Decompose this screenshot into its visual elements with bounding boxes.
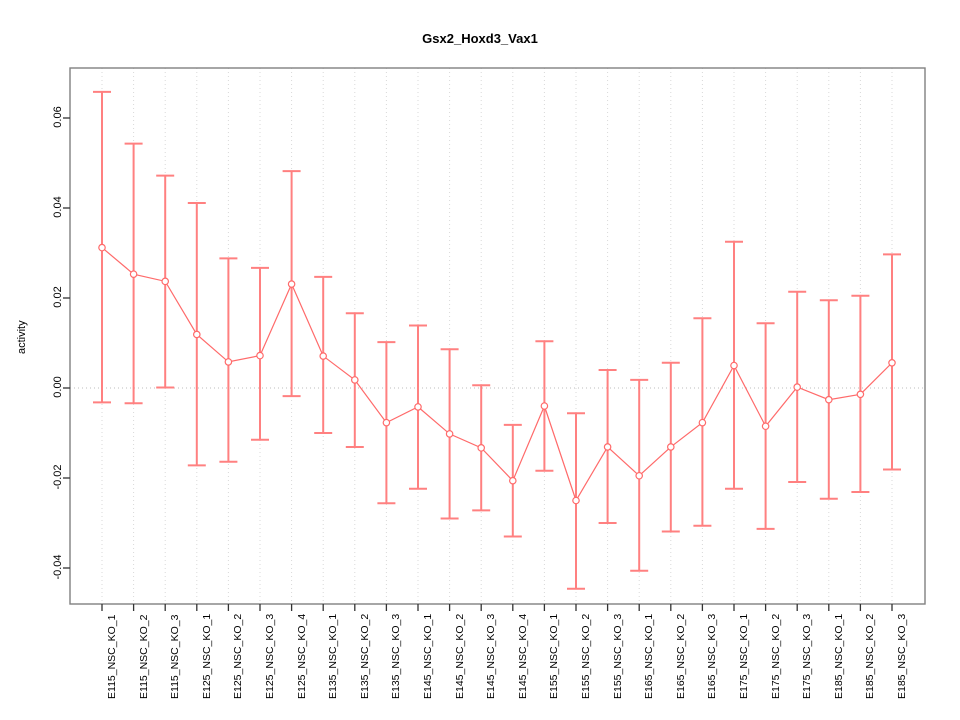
x-tick-label: E165_NSC_KO_1 [643,613,656,699]
data-points [98,243,896,505]
x-tick-label: E115_NSC_KO_3 [169,614,182,699]
x-tick-label: E185_NSC_KO_3 [896,613,908,699]
data-point [698,418,707,427]
x-tick-label: E135_NSC_KO_2 [358,613,371,699]
x-tick-label: E185_NSC_KO_1 [832,613,845,699]
data-point [256,351,264,360]
x-tick-label: E165_NSC_KO_2 [674,613,687,699]
x-tick-label: E155_NSC_KO_2 [580,613,592,699]
data-point [287,280,296,288]
data-point [635,471,644,480]
x-tick-label: E155_NSC_KO_1 [548,613,561,699]
axis-ticks [63,117,893,611]
y-tick-label: -0.04 [52,554,64,580]
data-point [382,418,391,427]
data-point [856,390,865,399]
x-tick-label: E115_NSC_KO_2 [137,614,150,699]
data-point [161,277,170,286]
y-tick-label: 0.02 [52,286,64,308]
x-tick-label: E145_NSC_KO_3 [485,613,498,699]
x-tick-label: E145_NSC_KO_4 [516,613,529,699]
x-tick-label: E175_NSC_KO_2 [769,613,782,699]
x-tick-label: E165_NSC_KO_3 [706,613,719,699]
x-tick-label: E175_NSC_KO_3 [801,613,814,699]
x-tick-label: E135_NSC_KO_3 [390,613,403,699]
data-point [129,270,138,278]
y-tick-label: 0.04 [52,196,64,218]
axes-frame [69,67,926,605]
error-bars [93,90,901,590]
y-tick-label: -0.02 [52,464,64,490]
data-point [730,361,738,370]
x-tick-label: E145_NSC_KO_1 [422,613,434,699]
data-point [824,395,833,404]
x-tick-label: E125_NSC_KO_2 [232,613,245,699]
plot-frame [69,67,926,605]
data-point [761,422,770,431]
activity-trend-line [101,247,893,502]
x-tick-label: E175_NSC_KO_1 [738,613,750,699]
data-point [508,476,517,485]
data-point [98,243,106,252]
x-tick-label: E125_NSC_KO_3 [264,613,276,699]
data-point [350,376,359,384]
data-point [477,444,486,452]
data-point [224,358,233,366]
data-point [572,496,580,505]
data-point [666,443,675,451]
chart-title: Gsx2_Hoxd3_Vax1 [422,31,538,46]
data-point [793,383,802,391]
data-point [540,402,549,410]
x-tick-label: E145_NSC_KO_2 [453,613,466,699]
data-point [445,430,454,438]
x-tick-label: E135_NSC_KO_1 [327,613,340,699]
x-tick-label: E115_NSC_KO_1 [106,614,118,699]
x-tick-label: E185_NSC_KO_2 [864,613,877,699]
data-point [193,330,201,339]
data-point [414,403,422,411]
y-tick-label: 0.00 [52,376,64,398]
data-point [319,352,328,360]
data-point [888,358,896,367]
x-tick-label: E155_NSC_KO_3 [611,613,624,699]
y-tick-label: 0.06 [52,106,64,128]
data-point [603,443,612,451]
series-line [101,247,893,502]
x-tick-label: E125_NSC_KO_4 [295,613,308,699]
x-tick-label: E125_NSC_KO_1 [200,613,213,699]
gridlines [101,68,893,604]
